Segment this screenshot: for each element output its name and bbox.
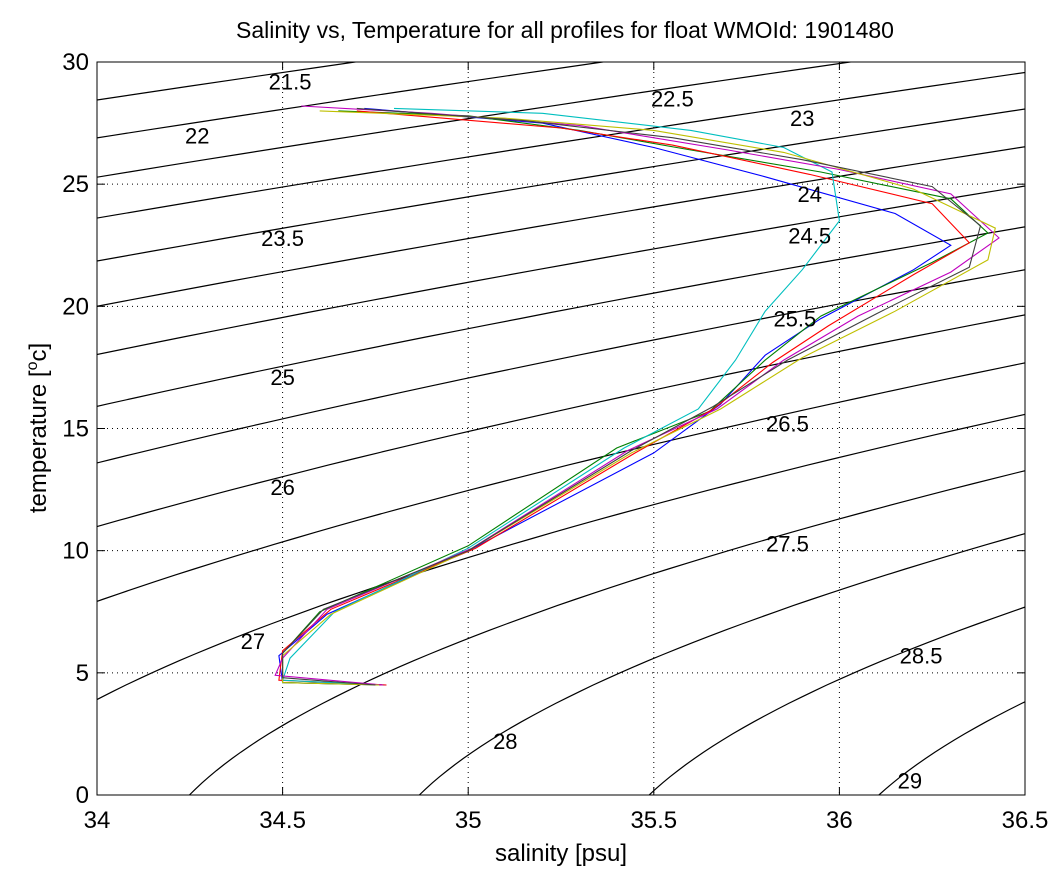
- x-axis-label: salinity [psu]: [495, 840, 627, 867]
- contour-label: 23: [790, 106, 814, 131]
- contour-label: 27: [241, 629, 265, 654]
- contour-label: 26: [270, 475, 294, 500]
- y-tick-label: 10: [62, 538, 89, 565]
- plot-frame: [96, 61, 1026, 796]
- x-tick-label: 34.5: [259, 807, 306, 834]
- contour-label: 25.5: [773, 307, 816, 332]
- chart-title: Salinity vs, Temperature for all profile…: [236, 17, 894, 43]
- density-contour-line: [648, 606, 1025, 795]
- density-contour-line: [97, 62, 855, 178]
- y-axis-label-prefix: temperature [: [25, 370, 52, 513]
- density-contour-line: [97, 146, 1025, 307]
- density-contour-line: [97, 314, 1025, 528]
- contour-label: 21.5: [269, 70, 312, 95]
- y-tick-label: 0: [76, 782, 89, 809]
- y-tick-label: 25: [62, 171, 89, 198]
- x-tick-label: 35: [455, 807, 482, 834]
- contour-label: 23.5: [261, 226, 304, 251]
- contour-labels: 21.5 22 22.5 23 23.5 24 24.5 25 25.5 26 26.5 27 27.5…: [185, 70, 942, 794]
- profile-line: [281, 107, 840, 686]
- x-tick-label: 35.5: [630, 807, 677, 834]
- y-tick-label: 20: [62, 293, 89, 320]
- density-contour-line: [418, 532, 1025, 795]
- contour-label: 22: [185, 123, 209, 148]
- contour-label: 22.5: [651, 87, 694, 112]
- profile-line: [274, 105, 1000, 686]
- density-contours: [97, 62, 1025, 795]
- contour-label: 24: [797, 182, 821, 207]
- x-tick-label: 36.5: [1002, 807, 1049, 834]
- density-contour-line: [97, 269, 1025, 464]
- density-contour-line: [97, 108, 1025, 262]
- contour-label: 24.5: [788, 223, 831, 248]
- y-tick-label: 15: [62, 416, 89, 443]
- y-tick-label: 30: [62, 49, 89, 76]
- y-axis-ticks: 0 5 10 15 20 25 30: [62, 49, 1025, 809]
- profile-series: [274, 105, 1000, 686]
- density-contour-line: [97, 185, 1025, 356]
- profile-line: [282, 110, 996, 686]
- density-contour-line: [97, 226, 1025, 407]
- x-axis-ticks: 34 34.5 35 35.5 36 36.5: [84, 62, 1049, 834]
- grid-lines: [97, 62, 1025, 795]
- contour-label: 29: [898, 768, 922, 793]
- x-tick-label: 34: [84, 807, 111, 834]
- contour-label: 26.5: [766, 412, 809, 437]
- contour-label: 28: [493, 729, 517, 754]
- density-contour-line: [188, 470, 1025, 795]
- contour-label: 28.5: [900, 644, 943, 669]
- contour-label: 25: [270, 365, 294, 390]
- profile-line: [278, 107, 952, 686]
- x-tick-label: 36: [826, 807, 853, 834]
- contour-label: 27.5: [766, 531, 809, 556]
- density-contour-line: [97, 71, 1025, 219]
- y-axis-label: temperature [oc]: [24, 343, 52, 513]
- y-tick-label: 5: [76, 660, 89, 687]
- profile-line: [282, 110, 989, 686]
- profile-line: [282, 107, 982, 686]
- profile-line: [278, 110, 971, 686]
- density-contour-line: [97, 413, 1025, 701]
- y-axis-label-superscript: o: [24, 361, 41, 370]
- density-contour-line: [97, 362, 1025, 603]
- y-axis-label-suffix: c]: [25, 343, 52, 362]
